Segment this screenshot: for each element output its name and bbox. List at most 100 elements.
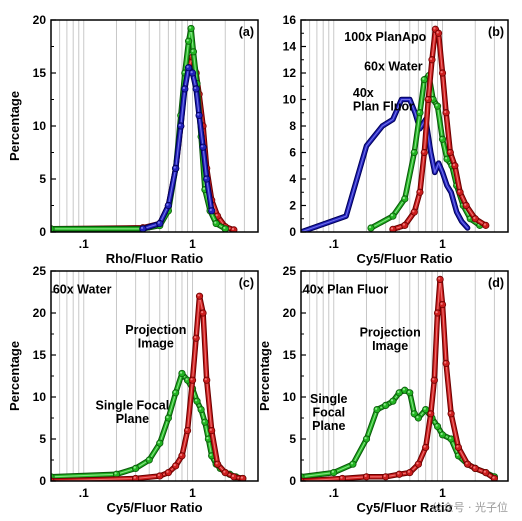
data-point-glint (209, 453, 212, 456)
y-tick-label: 4 (289, 172, 296, 186)
data-point (389, 212, 397, 220)
data-point (433, 309, 442, 317)
data-point (156, 439, 164, 447)
data-point-glint (191, 49, 194, 53)
data-point (199, 309, 207, 317)
data-point-glint (173, 463, 176, 467)
data-point-glint (166, 203, 169, 206)
annotation-text: Plane (312, 419, 345, 433)
y-tick-label: 20 (283, 306, 297, 320)
data-point (424, 95, 432, 104)
data-point-glint (456, 453, 459, 456)
data-point (471, 464, 479, 472)
data-point (183, 426, 192, 435)
data-point-glint (440, 302, 443, 305)
data-point (382, 473, 390, 481)
data-point-glint (435, 311, 438, 314)
data-point-glint (407, 390, 410, 393)
x-axis-label: Cy5/Fluor Ratio (106, 500, 202, 515)
data-point-glint (364, 437, 367, 440)
data-point (156, 219, 164, 228)
data-point-glint (197, 294, 200, 297)
data-point (208, 426, 216, 435)
data-point-glint (215, 462, 218, 465)
data-point (178, 452, 186, 460)
data-point-glint (179, 453, 183, 456)
y-axis-label: Percentage (7, 91, 22, 161)
y-tick-label: 6 (289, 146, 296, 160)
data-point (201, 418, 209, 426)
y-tick-label: 14 (283, 40, 297, 54)
data-point (145, 456, 153, 464)
data-point (330, 468, 338, 477)
data-point (451, 162, 459, 170)
data-point-glint (423, 407, 426, 410)
data-point-glint (209, 208, 212, 211)
data-point (188, 69, 197, 77)
x-tick-label: .1 (79, 486, 89, 500)
data-point (178, 369, 186, 378)
data-point-glint (445, 157, 448, 160)
y-tick-label: 20 (33, 13, 47, 27)
y-tick-label: 15 (33, 66, 47, 80)
data-point-glint (473, 466, 476, 469)
data-point (197, 405, 205, 414)
y-tick-label: 10 (283, 93, 297, 107)
data-point (410, 208, 418, 216)
data-point-glint (368, 226, 372, 229)
y-tick-label: 0 (289, 474, 296, 488)
plot-area-c (51, 271, 258, 481)
data-point (434, 29, 443, 37)
data-point-glint (432, 378, 435, 381)
data-point (51, 225, 55, 232)
x-tick-label: .1 (329, 486, 339, 500)
y-tick-label: 8 (289, 119, 296, 133)
data-point-glint (173, 390, 176, 393)
y-tick-label: 20 (33, 306, 47, 320)
data-point (192, 85, 200, 93)
data-point-glint (202, 187, 206, 190)
annotation-text: Plane (116, 412, 149, 426)
data-point-glint (206, 437, 209, 440)
y-tick-label: 5 (39, 172, 46, 186)
data-point-glint (231, 474, 235, 477)
data-point (195, 292, 204, 300)
annotation-text: Plan Fluor (353, 99, 414, 113)
data-point-glint (435, 104, 438, 107)
data-point-glint (350, 462, 354, 465)
data-point (213, 460, 222, 468)
x-tick-label: .1 (79, 237, 89, 251)
data-point (482, 468, 490, 477)
data-point (156, 472, 164, 480)
data-point-glint (214, 221, 217, 224)
data-point-glint (407, 470, 410, 473)
data-point-glint (440, 432, 443, 435)
data-point-glint (412, 150, 415, 153)
data-point (184, 37, 193, 45)
data-point-glint (114, 472, 117, 475)
data-point-glint (433, 27, 436, 30)
data-point (433, 102, 442, 110)
data-point (410, 148, 418, 157)
data-point-glint (444, 361, 447, 364)
data-point-glint (456, 445, 459, 448)
data-point (193, 397, 201, 405)
y-tick-label: 25 (283, 264, 297, 278)
plot-area-d (301, 271, 508, 481)
data-point (401, 221, 409, 229)
data-point (389, 397, 397, 405)
data-point (132, 464, 140, 472)
data-point-glint (448, 150, 451, 153)
data-point-glint (435, 424, 438, 427)
data-point-glint (185, 428, 188, 431)
x-axis-label: Rho/Fluor Ratio (106, 251, 204, 266)
data-point-glint (383, 403, 386, 406)
data-point (164, 201, 172, 210)
data-point (414, 414, 422, 422)
y-axis-label: Percentage (257, 341, 272, 411)
data-point (195, 111, 203, 120)
data-point-glint (464, 203, 467, 206)
data-point (438, 431, 447, 439)
